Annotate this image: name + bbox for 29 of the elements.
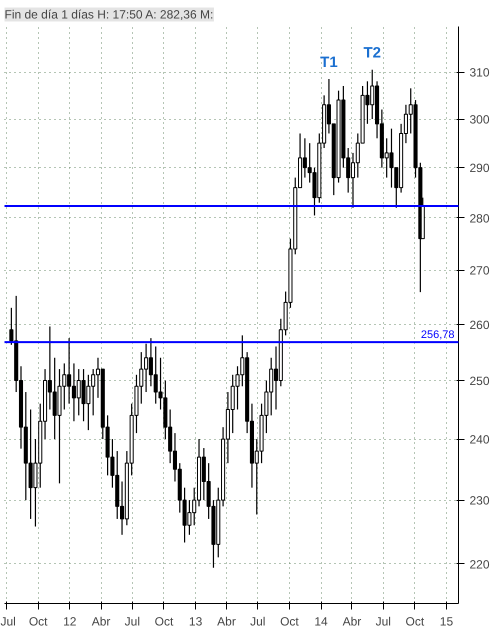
y-tick-label: 270 <box>470 264 490 278</box>
x-tick-label: Jul <box>250 614 266 628</box>
x-tick-label: Jul <box>0 614 16 628</box>
y-tick-label: 220 <box>470 557 490 572</box>
x-tick-label: 15 <box>440 614 454 628</box>
x-tick-label: Oct <box>28 614 48 628</box>
y-tick-label: 250 <box>470 374 490 388</box>
y-tick-label: 280 <box>470 211 490 226</box>
x-tick-label: Abr <box>217 614 236 628</box>
x-tick-label: Oct <box>406 614 425 628</box>
y-tick-label: 240 <box>470 432 490 447</box>
x-tick-label: 12 <box>63 614 77 628</box>
x-tick-label: 13 <box>188 614 203 628</box>
ref-line-label: 256,78 <box>420 329 455 342</box>
y-tick-label: 310 <box>470 66 490 80</box>
y-tick-label: 230 <box>470 494 490 508</box>
x-tick-label: Abr <box>92 614 110 628</box>
x-tick-label: Oct <box>154 614 174 628</box>
y-tick-label: 300 <box>470 112 490 127</box>
x-tick-label: Jul <box>376 614 391 628</box>
x-tick-label: Oct <box>280 614 300 628</box>
y-tick-label: 290 <box>470 161 490 176</box>
annotation: T1 <box>320 54 338 71</box>
x-tick-label: 14 <box>314 614 328 628</box>
y-tick-label: 260 <box>470 318 490 332</box>
x-tick-label: Abr <box>342 614 362 628</box>
chart-title: Fin de día 1 días H: 17:50 A: 282,36 M: <box>4 8 214 22</box>
x-tick-label: Jul <box>124 614 140 628</box>
annotation: T2 <box>363 44 381 62</box>
